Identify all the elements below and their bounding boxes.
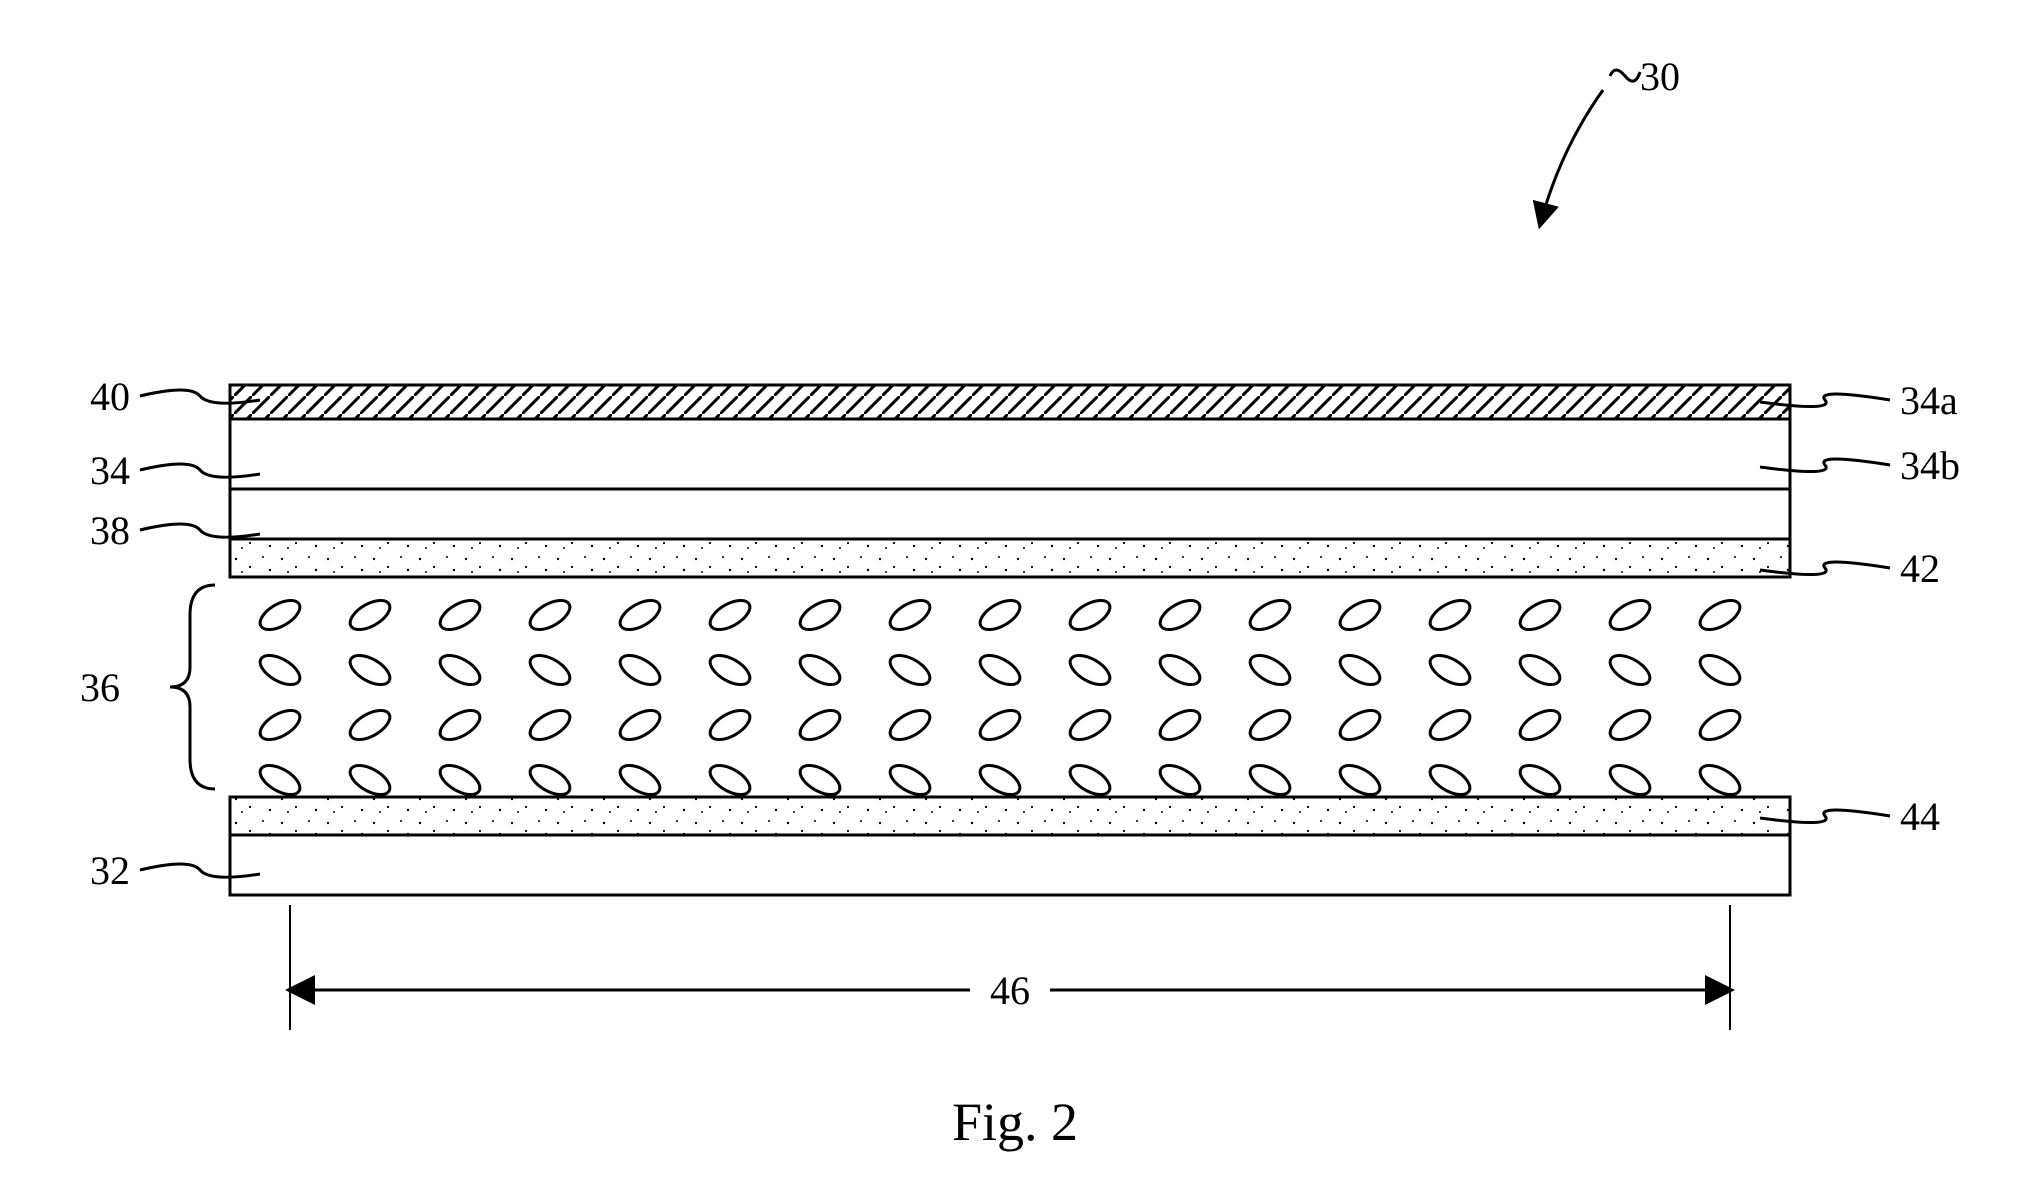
lc-molecule xyxy=(1425,759,1474,800)
lc-molecule xyxy=(1515,759,1564,800)
lc-molecule xyxy=(435,759,484,800)
lc-molecule xyxy=(1695,649,1744,690)
layer-speckle_bot xyxy=(230,797,1790,835)
lc-molecule xyxy=(1155,594,1204,635)
lc-molecule xyxy=(1695,594,1744,635)
lc-molecule xyxy=(1065,704,1114,745)
lc-molecule xyxy=(705,649,754,690)
lc-molecule xyxy=(1065,649,1114,690)
label-38: 38 xyxy=(90,508,130,553)
lc-molecule xyxy=(1335,649,1384,690)
lc-molecule xyxy=(1425,594,1474,635)
lc-molecule xyxy=(705,704,754,745)
layer-speckle_top xyxy=(230,539,1790,577)
label-44: 44 xyxy=(1900,794,1940,839)
lc-molecule xyxy=(975,594,1024,635)
lc-molecule xyxy=(345,594,394,635)
lc-molecule xyxy=(1155,649,1204,690)
lc-molecule xyxy=(1605,704,1654,745)
figure-caption: Fig. 2 xyxy=(952,1092,1078,1152)
lc-molecule xyxy=(705,594,754,635)
lc-molecule xyxy=(1605,594,1654,635)
lc-molecule xyxy=(975,649,1024,690)
leader-30 xyxy=(1610,70,1640,81)
lc-molecule xyxy=(1515,704,1564,745)
lc-molecule xyxy=(1155,704,1204,745)
pointer-30 xyxy=(1540,90,1603,225)
lc-molecule xyxy=(255,594,304,635)
label-30: 30 xyxy=(1640,54,1680,99)
lc-molecule xyxy=(1245,759,1294,800)
lc-molecule xyxy=(885,594,934,635)
lc-molecule xyxy=(615,759,664,800)
lc-molecule xyxy=(1695,704,1744,745)
lc-molecule xyxy=(795,704,844,745)
lc-molecule xyxy=(795,759,844,800)
label-34: 34 xyxy=(90,448,130,493)
lc-molecule xyxy=(525,649,574,690)
dim-label-46: 46 xyxy=(990,968,1030,1013)
lc-molecule xyxy=(975,759,1024,800)
lc-molecule xyxy=(885,759,934,800)
lc-molecule xyxy=(1515,649,1564,690)
label-34b: 34b xyxy=(1900,443,1960,488)
lc-molecule xyxy=(1335,759,1384,800)
lc-molecule xyxy=(885,649,934,690)
lc-molecule xyxy=(795,649,844,690)
lc-molecule xyxy=(1335,704,1384,745)
lc-molecule xyxy=(795,594,844,635)
lc-molecule xyxy=(255,704,304,745)
lc-molecule xyxy=(615,594,664,635)
label-40: 40 xyxy=(90,374,130,419)
lc-molecule xyxy=(1065,594,1114,635)
lc-molecule xyxy=(1695,759,1744,800)
lc-molecule xyxy=(885,704,934,745)
lc-molecule xyxy=(705,759,754,800)
lc-molecule xyxy=(435,594,484,635)
lc-molecule xyxy=(1245,594,1294,635)
lc-molecule xyxy=(1425,704,1474,745)
label-36: 36 xyxy=(80,665,120,710)
lc-molecule xyxy=(1155,759,1204,800)
lc-molecule xyxy=(1245,704,1294,745)
lc-molecule xyxy=(345,649,394,690)
lc-molecule xyxy=(345,759,394,800)
lc-molecule xyxy=(975,704,1024,745)
lc-molecule xyxy=(525,759,574,800)
lc-molecule xyxy=(345,704,394,745)
lc-molecule xyxy=(1335,594,1384,635)
lc-molecule xyxy=(615,649,664,690)
layer-bottom_blank xyxy=(230,835,1790,895)
lc-molecule xyxy=(1245,649,1294,690)
lc-molecule xyxy=(1515,594,1564,635)
lc-molecule xyxy=(525,594,574,635)
brace-36 xyxy=(170,585,215,789)
lc-molecule xyxy=(1065,759,1114,800)
layer-top_hatch xyxy=(230,385,1790,419)
label-34a: 34a xyxy=(1900,378,1958,423)
lc-molecule xyxy=(1425,649,1474,690)
lc-molecule xyxy=(255,759,304,800)
lc-molecule xyxy=(435,649,484,690)
lc-molecule xyxy=(1605,649,1654,690)
layer-upper_blank xyxy=(230,419,1790,489)
label-32: 32 xyxy=(90,848,130,893)
lc-molecule xyxy=(615,704,664,745)
layer-upper_thin xyxy=(230,489,1790,539)
lc-molecule xyxy=(255,649,304,690)
lc-molecule xyxy=(1605,759,1654,800)
label-42: 42 xyxy=(1900,546,1940,591)
lc-molecule xyxy=(435,704,484,745)
lc-molecule xyxy=(525,704,574,745)
